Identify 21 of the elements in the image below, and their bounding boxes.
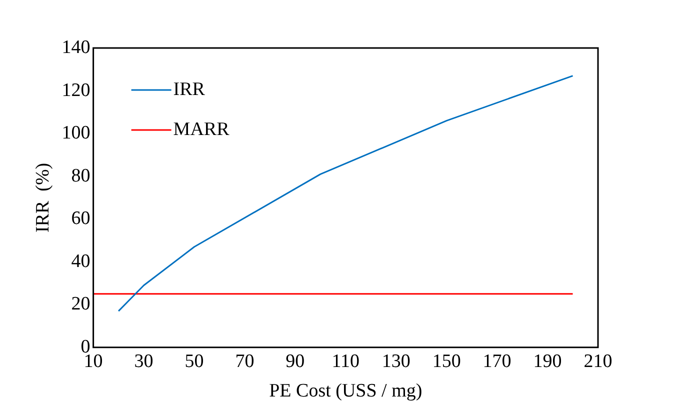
x-tick-label: 110 xyxy=(332,350,360,372)
y-tick-label: 60 xyxy=(71,208,90,230)
y-tick-label: 120 xyxy=(62,80,90,101)
y-tick-label: 40 xyxy=(71,250,90,272)
x-tick-label: 50 xyxy=(184,350,204,372)
x-axis-title: PE Cost (USS / mg) xyxy=(269,380,422,402)
x-tick-label: 70 xyxy=(235,350,254,372)
x-tick-label: 90 xyxy=(286,350,305,372)
x-tick-label: 130 xyxy=(382,350,410,372)
y-tick-label: 100 xyxy=(62,122,90,144)
x-tick-label: 170 xyxy=(482,350,512,372)
y-tick-label: 80 xyxy=(71,165,90,186)
x-tick-label: 150 xyxy=(432,350,461,372)
legend-label: IRR xyxy=(173,78,206,100)
y-tick-label: 140 xyxy=(62,36,90,58)
y-tick-label: 20 xyxy=(71,294,90,315)
y-axis-title: IRR (%) xyxy=(32,162,54,233)
x-tick-label: 190 xyxy=(533,350,562,372)
legend-label: MARR xyxy=(173,118,230,140)
x-tick-label: 30 xyxy=(134,350,154,372)
x-tick-label: 210 xyxy=(584,350,612,372)
